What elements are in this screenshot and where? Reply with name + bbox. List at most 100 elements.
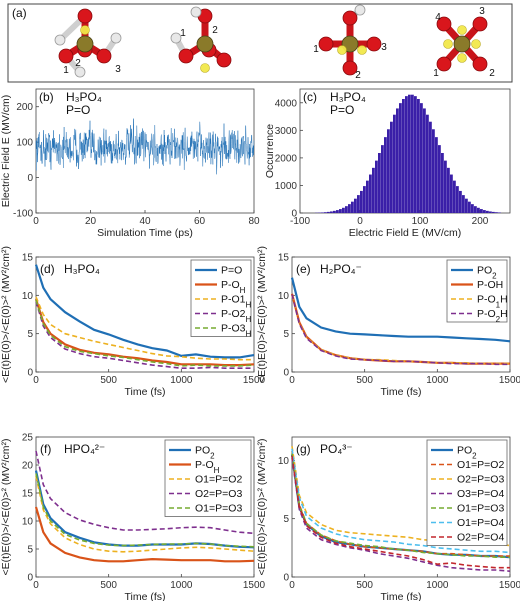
histogram-bar — [432, 129, 435, 213]
oxygen-atom — [77, 8, 93, 24]
y-tick-label: 25 — [22, 433, 34, 444]
chart-panel-g: 0 500 1000 1500 0 5 10 Time (fs) <E(t)E(0)>/<E(0… — [256, 436, 520, 601]
panel-letter: (g) — [296, 442, 311, 456]
histogram-bar — [339, 209, 342, 213]
oxygen-atom — [342, 10, 358, 26]
plot-frame — [291, 436, 511, 578]
histogram-bar — [486, 210, 489, 213]
x-axis-label: Time (fs) — [124, 591, 165, 601]
x-tick-label: 1000 — [426, 375, 449, 386]
panel-a-letter: (a) — [12, 6, 27, 20]
y-axis-label: <E(t)E(0)>/<E(0)>² (MV²/cm²) — [256, 246, 268, 383]
x-tick-label: 0 — [33, 216, 39, 227]
y-tick-label: 0 — [283, 573, 289, 584]
y-tick-label: 4000 — [275, 98, 298, 109]
series-line-electric-field — [35, 118, 255, 175]
legend-box — [190, 259, 252, 337]
x-tick-label: 1000 — [426, 580, 449, 591]
histogram-bar — [471, 204, 474, 213]
y-tick-label: 0 — [291, 209, 297, 220]
x-tick-label: 1500 — [499, 580, 520, 591]
legend-entry: PO2 — [457, 445, 477, 461]
histogram-bar — [426, 114, 429, 213]
oxygen-atom — [342, 60, 358, 76]
legend-entry: P-OH — [195, 459, 220, 475]
x-tick-label: 0 — [357, 216, 363, 227]
histogram-bar — [348, 204, 351, 213]
panel-title: H₃PO₄ — [64, 262, 100, 276]
y-axis-label: <E(t)E(0)>/<E(0)>² (MV²/cm²) — [0, 438, 12, 575]
histogram-bar — [336, 210, 339, 213]
histogram-bar — [462, 195, 465, 213]
histogram-bar — [414, 96, 417, 213]
y-tick-label: 20 — [22, 461, 34, 472]
y-tick-label: 2000 — [275, 153, 298, 164]
histogram-bar — [492, 211, 495, 213]
phosphorus-atom — [453, 35, 471, 53]
x-tick-label: 80 — [248, 216, 260, 227]
histogram-bar — [459, 190, 462, 213]
series-line — [35, 301, 254, 369]
panel-letter: (d) — [40, 262, 55, 276]
oxygen-atom — [472, 56, 488, 72]
phosphorus-atom — [196, 35, 214, 53]
histogram-bar — [417, 98, 420, 213]
histogram-bar — [396, 108, 399, 213]
x-tick-label: 1000 — [170, 580, 193, 591]
panel-letter: (c) — [303, 90, 317, 104]
atom-index-label: 3 — [381, 42, 387, 53]
plot-frame — [291, 256, 511, 373]
y-tick-label: 5 — [283, 514, 289, 525]
x-tick-label: 20 — [85, 216, 97, 227]
histogram-bar — [444, 160, 447, 213]
field-marker — [80, 25, 90, 35]
y-axis-label: Electric Field E (MV/cm) — [0, 95, 12, 208]
legend-entry: O1=P=O2 — [195, 474, 242, 486]
chart-panel-d: 0 500 1000 1500 0 5 10 15 Time (fs) <E(t)E(0)>/<E… — [0, 246, 266, 398]
y-tick-label: 10 — [278, 456, 290, 467]
histogram-bar — [468, 201, 471, 213]
legend-entry: P-O1H — [221, 294, 252, 310]
atom-index-label: 2 — [355, 70, 361, 81]
field-marker — [357, 45, 367, 55]
panel-title-line1: H₃PO₄ — [330, 90, 366, 104]
histogram-bar — [489, 211, 492, 213]
x-tick-label: 500 — [356, 580, 373, 591]
histogram-bar — [351, 201, 354, 213]
field-marker — [471, 39, 481, 49]
series-line — [290, 277, 511, 343]
histogram-bar — [321, 212, 324, 213]
y-tick-label: 10 — [278, 291, 290, 302]
histogram-bar — [456, 186, 459, 213]
histogram-bar — [483, 210, 486, 213]
histogram-bar — [429, 121, 432, 213]
histogram-bar — [480, 209, 483, 213]
atom-index-label: 2 — [212, 25, 218, 36]
panel-title-line1: H₃PO₄ — [66, 90, 102, 104]
panel-title-line2: P=O — [330, 103, 354, 117]
oxygen-atom — [96, 48, 112, 64]
histogram-bar — [366, 180, 369, 213]
chart-panel-e: 0 500 1000 1500 0 5 10 15 Time (fs) <E(t)E(0)>/<E… — [256, 246, 520, 398]
histogram-bar — [363, 186, 366, 213]
x-tick-label: 500 — [356, 375, 373, 386]
histogram-bar — [477, 207, 480, 213]
y-tick-label: 0 — [27, 173, 33, 184]
x-axis-label: Time (fs) — [380, 386, 421, 398]
histogram-bar — [384, 137, 387, 213]
hydrogen-atom — [110, 32, 122, 44]
y-tick-label: 1000 — [275, 181, 298, 192]
x-tick-label: 200 — [472, 216, 489, 227]
field-marker — [457, 25, 467, 35]
field-marker — [443, 39, 453, 49]
panel-letter: (b) — [39, 90, 54, 104]
histogram-bar — [402, 98, 405, 213]
histogram-bar — [423, 108, 426, 213]
y-tick-label: 0 — [27, 573, 33, 584]
hydrogen-atom — [170, 32, 182, 44]
x-tick-label: 100 — [412, 216, 429, 227]
series-line — [291, 453, 510, 558]
molecule-3: 1 2 3 — [313, 4, 387, 81]
